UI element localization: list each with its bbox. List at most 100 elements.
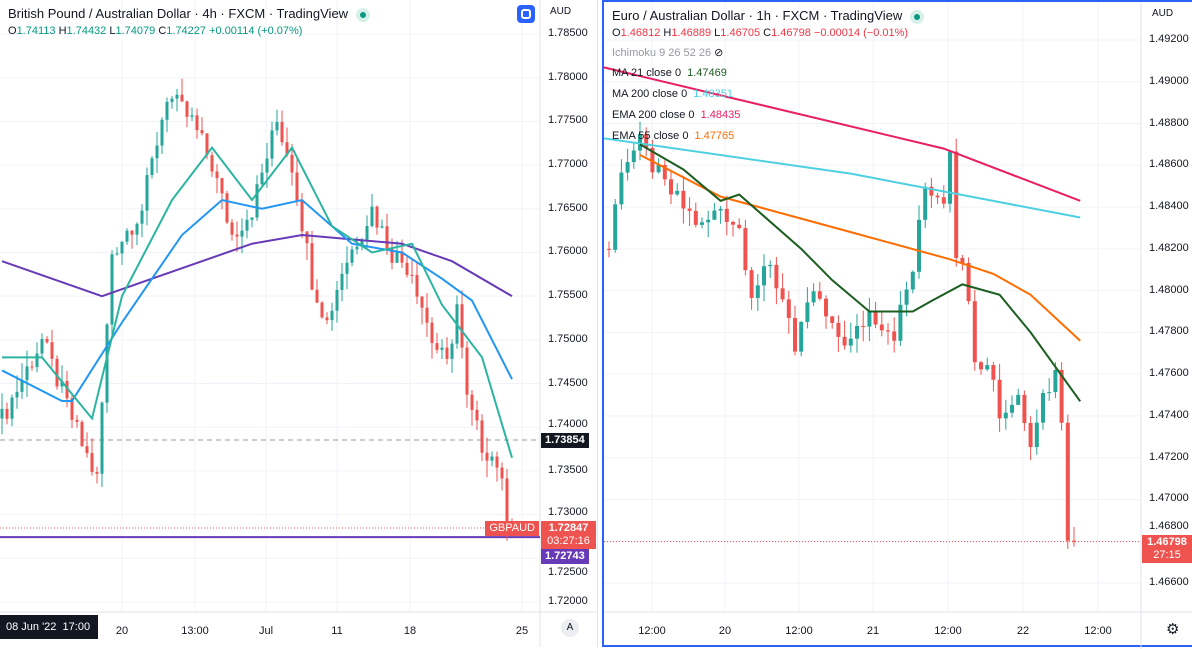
open-label: O xyxy=(8,25,17,37)
candle-body xyxy=(220,178,224,194)
candle xyxy=(755,274,760,311)
time-tick-label: 20 xyxy=(115,625,129,637)
candle xyxy=(700,217,704,229)
gbpaud-chart-canvas[interactable] xyxy=(0,0,598,647)
candle-body xyxy=(465,347,469,395)
candle xyxy=(830,315,835,329)
candle xyxy=(824,295,828,329)
candle-body xyxy=(85,446,89,454)
candle-body xyxy=(20,380,24,392)
candle-body xyxy=(165,101,169,120)
currency-label[interactable]: AUD xyxy=(550,6,572,17)
candle-body xyxy=(160,119,164,146)
candle-body xyxy=(669,179,673,195)
candle xyxy=(625,148,630,181)
candle xyxy=(430,317,434,359)
candle-body xyxy=(1022,394,1027,424)
hidden-eye-icon[interactable]: ⊘ xyxy=(711,47,724,59)
candle xyxy=(15,375,19,409)
candle-body xyxy=(60,381,64,387)
auto-scale-button[interactable]: A xyxy=(561,619,579,637)
candle-body xyxy=(625,162,630,173)
indicator-legend-4[interactable]: EMA 55 close 0 1.47765 xyxy=(612,130,734,142)
candle xyxy=(105,323,109,413)
candle-body xyxy=(45,338,49,343)
candle-body xyxy=(712,210,717,220)
candle-body xyxy=(170,98,174,102)
candle-body xyxy=(495,456,499,468)
candle-body xyxy=(380,226,384,228)
candle-body xyxy=(230,222,234,235)
high-value: 1.46889 xyxy=(671,27,712,39)
candle xyxy=(425,293,429,337)
candle xyxy=(60,365,64,393)
currency-label[interactable]: AUD xyxy=(1152,8,1174,19)
candle xyxy=(712,202,717,220)
candle-body xyxy=(25,366,29,381)
symbol-title: Euro / Australian Dollar · 1h · FXCM · T… xyxy=(612,8,903,23)
candle xyxy=(1034,409,1039,455)
candle xyxy=(175,88,179,112)
candle-body xyxy=(475,409,479,421)
candle-body xyxy=(774,264,779,289)
candle-body xyxy=(879,324,884,331)
price-tick-label: 1.72000 xyxy=(548,595,588,607)
candle-body xyxy=(490,456,494,461)
candle xyxy=(650,139,655,179)
indicator-legend-2[interactable]: MA 200 close 0 1.48351 xyxy=(612,88,733,100)
candle xyxy=(1003,399,1008,430)
euraud-chart-canvas[interactable] xyxy=(604,2,1192,649)
candle xyxy=(275,109,279,136)
high-label: H xyxy=(58,25,67,37)
candle xyxy=(150,155,154,179)
candle-body xyxy=(700,222,704,225)
candle-body xyxy=(811,291,816,303)
candle-body xyxy=(505,478,509,525)
candle xyxy=(662,160,667,186)
low-value: 1.46705 xyxy=(720,27,761,39)
candle xyxy=(125,228,129,245)
candle xyxy=(245,209,249,239)
candle-body xyxy=(40,338,44,354)
euraud-chart-pane[interactable]: Euro / Australian Dollar · 1h · FXCM · T… xyxy=(602,0,1192,649)
candle-body xyxy=(50,342,54,359)
price-tick-label: 1.48400 xyxy=(1149,200,1189,213)
indicator-legend-3[interactable]: EMA 200 close 0 1.48435 xyxy=(612,109,740,121)
candle xyxy=(0,393,4,435)
price-tick-label: 1.47800 xyxy=(1149,325,1189,338)
candle-body xyxy=(290,154,294,173)
candle-body xyxy=(275,121,279,131)
candle-body xyxy=(941,197,946,204)
time-tick-label: Jul xyxy=(258,625,274,637)
candle-body xyxy=(480,420,484,453)
candle xyxy=(985,357,990,372)
candle-body xyxy=(315,289,319,303)
candle-body xyxy=(200,130,204,134)
last-price: 1.72847 xyxy=(548,522,589,534)
candle xyxy=(613,198,618,253)
candle-body xyxy=(687,208,692,211)
settings-gear-icon[interactable]: ⚙ xyxy=(1166,621,1180,638)
candle xyxy=(1065,414,1070,549)
candle xyxy=(195,108,199,139)
crosshair-price-tag: 1.73854 xyxy=(541,433,589,448)
candle-body xyxy=(842,336,847,346)
indicator-legend-1[interactable]: MA 21 close 0 1.47469 xyxy=(612,67,727,79)
candle xyxy=(465,341,469,408)
candle xyxy=(724,195,729,236)
candle xyxy=(811,283,816,307)
indicator-legend-0[interactable]: Ichimoku 9 26 52 26 ⊘ xyxy=(612,46,723,59)
candle-body xyxy=(724,208,729,222)
candle-body xyxy=(145,175,149,211)
price-tick-label: 1.46800 xyxy=(1149,520,1189,532)
low-label: L xyxy=(109,25,116,37)
candle-body xyxy=(631,150,636,163)
candle xyxy=(898,291,903,346)
candle-body xyxy=(935,195,940,198)
candle xyxy=(335,281,339,323)
candle-body xyxy=(360,239,364,247)
gbpaud-chart-pane[interactable]: British Pound / Australian Dollar · 4h ·… xyxy=(0,0,598,647)
sync-icon[interactable] xyxy=(517,5,535,23)
candle xyxy=(842,320,847,350)
price-tick-label: 1.77500 xyxy=(548,114,588,127)
